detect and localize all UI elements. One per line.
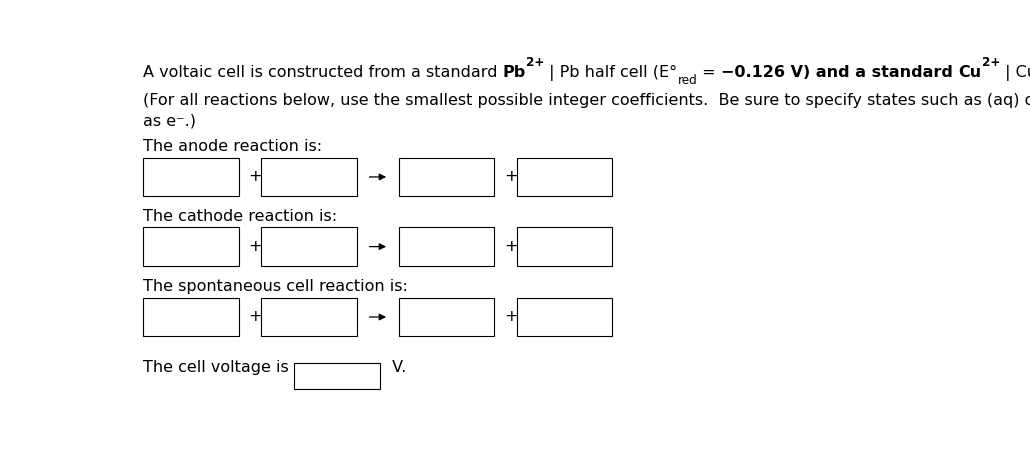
Bar: [399, 158, 494, 197]
Text: 2+: 2+: [982, 56, 1000, 69]
Bar: [517, 227, 613, 266]
Bar: [143, 298, 239, 336]
Bar: [262, 158, 357, 197]
Text: The anode reaction is:: The anode reaction is:: [143, 139, 322, 154]
Bar: [294, 363, 380, 389]
Text: The cathode reaction is:: The cathode reaction is:: [143, 209, 337, 224]
Text: The cell voltage is: The cell voltage is: [143, 360, 294, 375]
Text: +: +: [248, 309, 262, 324]
Text: 2+: 2+: [526, 56, 545, 69]
Text: +: +: [248, 239, 262, 254]
Text: (For all reactions below, use the smallest possible integer coefficients.  Be su: (For all reactions below, use the smalle…: [143, 93, 1030, 108]
Text: | Cu: | Cu: [1000, 64, 1030, 80]
Text: +: +: [504, 170, 517, 185]
Text: A voltaic cell is constructed from a standard: A voltaic cell is constructed from a sta…: [143, 64, 503, 80]
Bar: [262, 227, 357, 266]
Text: Cu: Cu: [959, 64, 982, 80]
Bar: [517, 158, 613, 197]
Bar: [517, 298, 613, 336]
Text: Pb: Pb: [503, 64, 526, 80]
Bar: [399, 298, 494, 336]
Text: as e⁻.): as e⁻.): [143, 113, 196, 128]
Bar: [143, 227, 239, 266]
Text: +: +: [248, 170, 262, 185]
Bar: [399, 227, 494, 266]
Text: +: +: [504, 239, 517, 254]
Bar: [143, 158, 239, 197]
Text: V.: V.: [386, 360, 406, 375]
Text: +: +: [504, 309, 517, 324]
Text: −0.126 V) and a standard: −0.126 V) and a standard: [721, 64, 959, 80]
Text: =: =: [697, 64, 721, 80]
Text: The spontaneous cell reaction is:: The spontaneous cell reaction is:: [143, 279, 408, 294]
Bar: [262, 298, 357, 336]
Text: red: red: [678, 74, 697, 87]
Text: | Pb half cell (E°: | Pb half cell (E°: [545, 64, 678, 80]
